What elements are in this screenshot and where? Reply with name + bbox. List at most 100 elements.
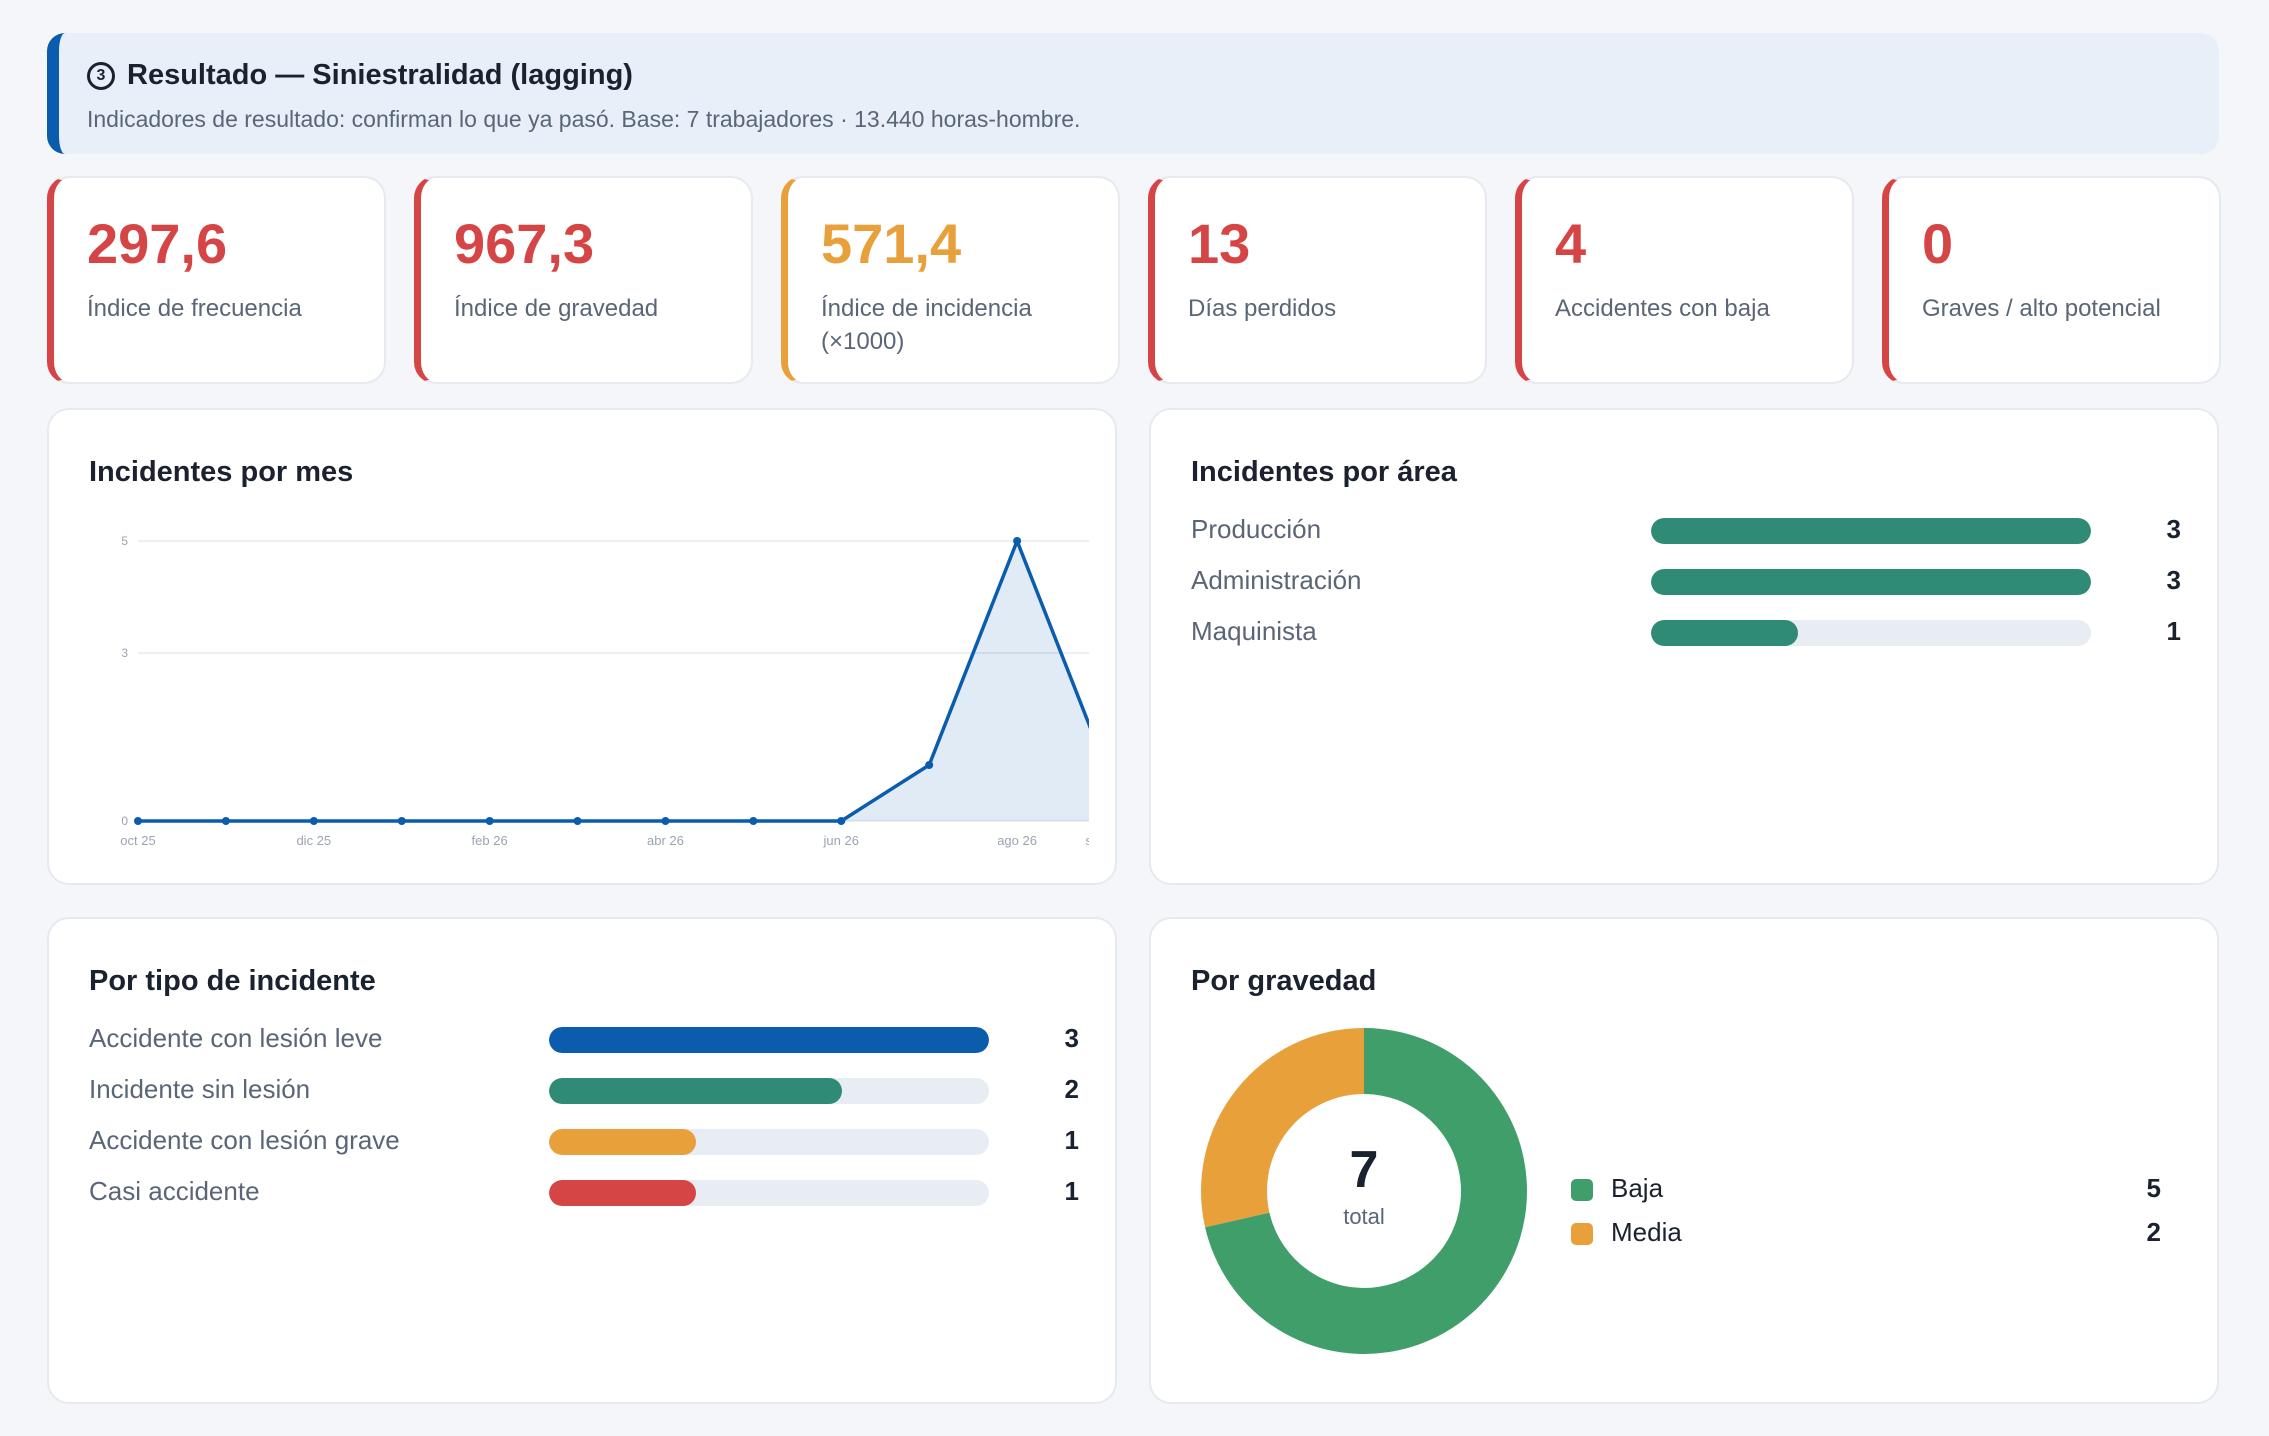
legend-item: Media 2 [1571,1217,2161,1251]
bar-fill [1651,620,1798,646]
y-tick-label: 5 [121,534,128,548]
bar-label: Accidente con lesión grave [89,1125,400,1155]
bar-fill [549,1027,989,1053]
monthly-incidents-title: Incidentes por mes [89,456,354,488]
bar-row: Casi accidente 1 [89,1176,1079,1210]
data-point [661,817,670,825]
x-tick-label: dic 25 [296,833,331,848]
kpi-label: Índice de gravedad [454,295,659,322]
series-line [138,539,1089,823]
bar-fill [549,1078,843,1104]
kpi-card: 297,6 Índice de frecuencia [47,176,386,384]
incidents-by-type-card: Por tipo de incidente Accidente con lesi… [47,917,1117,1404]
data-point [309,817,318,825]
kpi-card: 0 Graves / alto potencial [1882,176,2221,384]
data-point [134,817,142,825]
kpi-value: 967,3 [454,212,595,275]
bar-track [549,1180,989,1206]
kpi-value: 297,6 [87,212,228,275]
incidents-by-area-title: Incidentes por área [1191,456,1457,488]
bar-fill [549,1180,696,1206]
bar-row: Producción 3 [1191,514,2181,548]
bar-value: 3 [2166,565,2181,595]
bar-label: Maquinista [1191,616,1317,646]
bar-track [1651,620,2091,646]
bar-label: Producción [1191,514,1322,544]
bar-value: 1 [1064,1176,1079,1206]
x-tick-label: abr 26 [647,833,684,848]
bar-track [1651,518,2091,544]
severity-card: Por gravedad 7 total Baja 5 Media 2 [1149,917,2219,1404]
donut-total-label: total [1343,1204,1385,1229]
bar-value: 2 [1064,1074,1079,1104]
data-point [1013,537,1022,545]
legend-value: 5 [2146,1173,2161,1203]
monthly-incidents-chart: 0 3 5 oct 25 dic 25 feb 26 abr 26 jun 26 ago 26 s… [120,534,1089,848]
data-point [749,817,758,825]
section-title-row: 3 Resultado — Siniestralidad (lagging) [87,59,2219,92]
incidents-by-type-title: Por tipo de incidente [89,965,376,997]
data-point [573,817,582,825]
legend-swatch [1571,1223,1593,1245]
x-tick-label: ago 26 [997,833,1037,848]
data-point [925,761,934,769]
bar-track [549,1129,989,1155]
bar-label: Administración [1191,565,1362,595]
bar-fill [1651,518,2091,544]
data-point [397,817,406,825]
bar-track [549,1027,989,1053]
kpi-label: Índice de frecuencia [87,295,302,322]
x-tick-label: sep 26 [1085,833,1089,848]
monthly-incidents-card: Incidentes por mes 0 3 5 oct 25 dic 25 feb 26… [47,408,1117,885]
legend-item: Baja 5 [1571,1173,2161,1207]
x-tick-label: feb 26 [472,833,508,848]
kpi-value: 571,4 [821,212,962,275]
bar-label: Casi accidente [89,1176,260,1206]
section-subtitle: Indicadores de resultado: confirman lo q… [87,106,1081,132]
donut-slice [1205,1028,1527,1354]
bar-fill [1651,569,2091,595]
kpi-label: Graves / alto potencial [1922,295,2161,322]
donut-center: 7 total [1264,1144,1464,1230]
bar-track [549,1078,989,1104]
section-title: Resultado — Siniestralidad (lagging) [127,59,633,91]
kpi-value: 13 [1188,212,1251,275]
kpi-value: 0 [1922,212,1954,275]
bar-row: Incidente sin lesión 2 [89,1074,1079,1108]
donut-slice [1201,1028,1364,1228]
bar-label: Incidente sin lesión [89,1074,311,1104]
incidents-by-area-card: Incidentes por área Producción 3 Administr… [1149,408,2219,885]
bar-row: Maquinista 1 [1191,616,2181,650]
severity-donut-chart [1201,1028,1527,1354]
bar-value: 1 [2166,616,2181,646]
bar-row: Accidente con lesión leve 3 [89,1023,1079,1057]
bar-fill [549,1129,696,1155]
area-fill [138,541,1089,821]
bar-row: Administración 3 [1191,565,2181,599]
y-tick-label: 3 [121,646,128,660]
kpi-label: Accidentes con baja [1555,295,1770,322]
section-banner: 3 Resultado — Siniestralidad (lagging) I… [47,33,2219,154]
kpi-label: Días perdidos [1188,295,1337,322]
kpi-card: 571,4 Índice de incidencia (×1000) [781,176,1120,384]
data-point [485,817,494,825]
step-number-icon: 3 [87,61,115,90]
bar-value: 1 [1064,1125,1079,1155]
kpi-card: 967,3 Índice de gravedad [414,176,753,384]
legend-swatch [1571,1179,1593,1201]
data-point [221,817,230,825]
bar-value: 3 [1064,1023,1079,1053]
y-tick-label: 0 [121,814,128,828]
kpi-label: Índice de incidencia (×1000) [821,295,1032,355]
donut-total-value: 7 [1349,1141,1379,1199]
severity-title: Por gravedad [1191,965,1377,997]
bar-track [1651,569,2091,595]
legend-value: 2 [2146,1217,2161,1247]
data-point [837,817,846,825]
legend-label: Baja [1611,1173,1664,1203]
x-tick-label: jun 26 [823,833,859,848]
kpi-card: 4 Accidentes con baja [1515,176,1854,384]
bar-label: Accidente con lesión leve [89,1023,383,1053]
kpi-value: 4 [1555,212,1587,275]
bar-value: 3 [2166,514,2181,544]
